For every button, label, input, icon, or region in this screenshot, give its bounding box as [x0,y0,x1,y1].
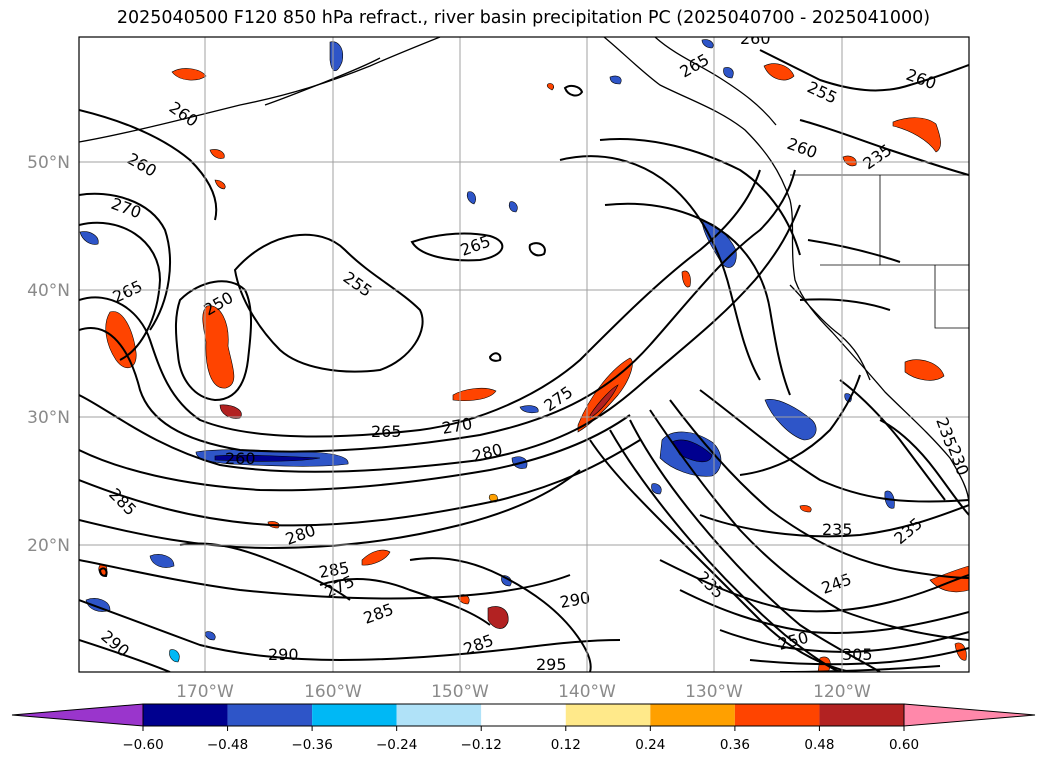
latitude-label: 50°N [27,153,70,173]
colorbar-segment [819,704,904,726]
longitude-label: 150°W [431,682,489,702]
contour-label: 290 [268,645,299,664]
colorbar-segment [734,704,820,726]
colorbar-segment [396,704,482,726]
latitude-label: 20°N [27,536,70,556]
colorbar-tick-label: 0.12 [551,737,581,753]
contour-label: 260 [740,29,771,48]
colorbar-tick-label: −0.36 [291,737,332,753]
colorbar-segment [312,704,397,726]
latitude-label: 40°N [27,281,70,301]
colorbar-tick-label: 0.48 [804,737,834,753]
longitude-label: 140°W [558,682,616,702]
precipitation-shading [79,39,969,672]
colorbar-tick-label: −0.12 [461,737,502,753]
colorbar-extend-min [11,703,144,727]
map-content: 260 260 260 255 260 265 270 265 250 255 … [79,29,969,674]
colorbar-segment [481,704,566,726]
longitude-label: 170°W [176,682,234,702]
longitude-label: 130°W [685,682,743,702]
graticule [79,37,969,672]
latitude-label: 30°N [27,408,70,428]
plot-frame [78,36,970,673]
contour-label: 235 [822,520,853,539]
colorbar-tick-label: −0.24 [376,737,417,753]
contour-label: 265 [371,422,402,441]
colorbar-outline [142,703,905,727]
contour-label: 260 [225,449,256,468]
colorbar-segment [143,704,228,726]
colorbar-tick-label: 0.36 [720,737,750,753]
map-title: 2025040500 F120 850 hPa refract., river … [116,8,931,28]
colorbar-tick-label: −0.48 [207,737,248,753]
political-borders [790,174,969,329]
colorbar-tick-label: −0.60 [122,737,163,753]
colorbar-tick-label: 0.24 [635,737,665,753]
latitude-labels: 50°N 40°N 30°N 20°N [27,153,70,556]
colorbar-extend-max [903,703,1036,727]
contour-label: 305 [842,645,873,664]
contour-label: 295 [536,655,567,674]
longitude-label: 160°W [304,682,362,702]
colorbar-segment [650,704,735,726]
coastline [79,37,969,506]
colorbar-segment [565,704,651,726]
refractivity-contours [79,49,969,672]
colorbar-tick-label: 0.60 [889,737,919,753]
longitude-labels: 170°W 160°W 150°W 140°W 130°W 120°W [176,682,871,702]
colorbar: −0.60 −0.48 −0.36 −0.24 −0.12 0.12 0.24 0.36 0.4… [11,703,1036,753]
colorbar-segment [227,704,313,726]
longitude-label: 120°W [813,682,871,702]
